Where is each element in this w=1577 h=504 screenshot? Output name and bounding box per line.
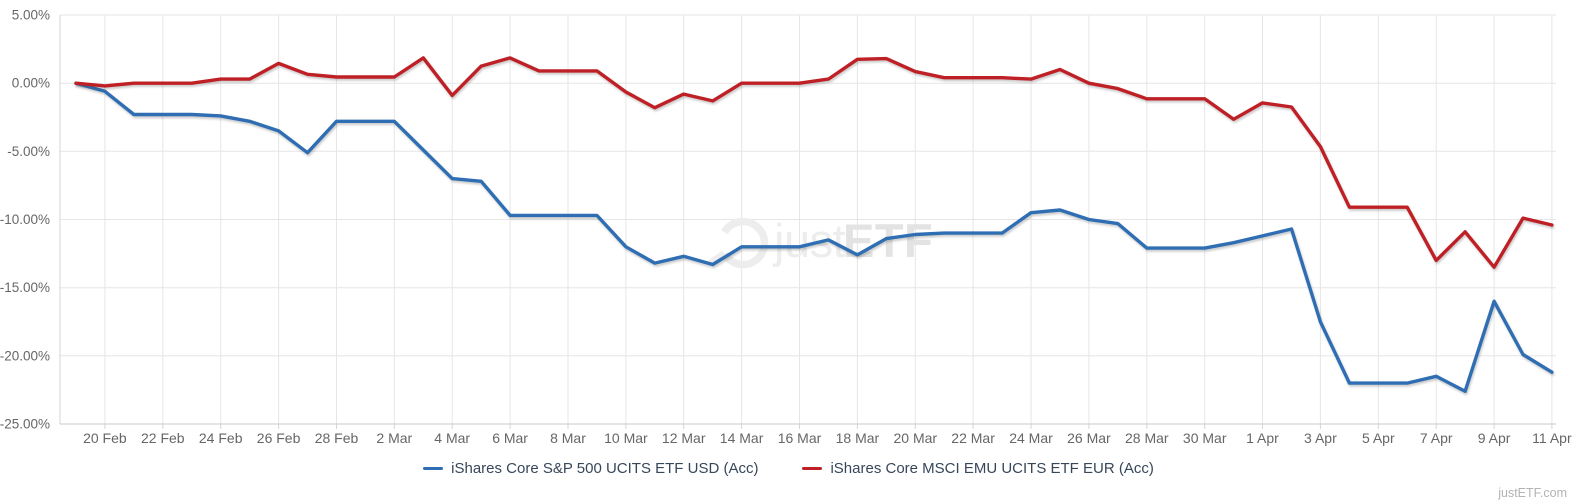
y-axis-label: -10.00%	[0, 212, 50, 227]
x-axis-label: 12 Mar	[662, 430, 706, 446]
chart-legend: iShares Core S&P 500 UCITS ETF USD (Acc)…	[0, 460, 1577, 477]
x-axis-label: 28 Mar	[1125, 430, 1169, 446]
legend-marker-sp500-icon	[423, 467, 444, 470]
x-axis-label: 5 Apr	[1362, 430, 1395, 446]
y-axis-label: 5.00%	[12, 8, 50, 23]
x-axis-label: 8 Mar	[550, 430, 586, 446]
x-axis-label: 26 Feb	[257, 430, 301, 446]
x-axis-label: 30 Mar	[1183, 430, 1227, 446]
legend-marker-emu-icon	[802, 467, 823, 470]
justetf-com-label: justETF.com	[1498, 486, 1567, 500]
y-axis-label: -20.00%	[0, 348, 50, 363]
x-axis-label: 4 Mar	[434, 430, 470, 446]
chart-axis-labels: 5.00% 0.00% -5.00% -10.00% -15.00% -20.00% -25…	[0, 8, 1572, 447]
chart-grid	[59, 14, 1556, 429]
series-line-emu[interactable]	[74, 56, 1554, 269]
x-axis-label: 6 Mar	[492, 430, 528, 446]
x-axis-label: 7 Apr	[1420, 430, 1453, 446]
x-axis-label: 16 Mar	[778, 430, 822, 446]
x-axis-label: 20 Feb	[83, 430, 127, 446]
legend-label-emu: iShares Core MSCI EMU UCITS ETF EUR (Acc…	[830, 460, 1154, 477]
x-axis-label: 28 Feb	[315, 430, 359, 446]
legend-item-emu[interactable]: iShares Core MSCI EMU UCITS ETF EUR (Acc…	[802, 460, 1154, 477]
chart-series	[74, 56, 1554, 393]
x-axis-label: 1 Apr	[1246, 430, 1279, 446]
x-axis-label: 18 Mar	[836, 430, 880, 446]
series-line-sp500[interactable]	[74, 81, 1554, 393]
legend-item-sp500[interactable]: iShares Core S&P 500 UCITS ETF USD (Acc)	[423, 460, 758, 477]
justetf-logo-icon	[721, 217, 769, 269]
y-axis-label: -15.00%	[0, 280, 50, 295]
watermark-text-etf: ETF	[843, 214, 933, 267]
x-axis-label: 26 Mar	[1067, 430, 1111, 446]
watermark-text-just: just	[772, 214, 846, 267]
justetf-watermark: justETF	[708, 214, 933, 269]
x-axis-label: 22 Mar	[951, 430, 995, 446]
x-axis-label: 14 Mar	[720, 430, 764, 446]
x-axis-label: 9 Apr	[1478, 430, 1511, 446]
x-axis-label: 22 Feb	[141, 430, 185, 446]
x-axis-label: 10 Mar	[604, 430, 648, 446]
x-axis-label: 2 Mar	[376, 430, 412, 446]
x-axis-label: 11 Apr	[1532, 430, 1572, 446]
x-axis-label: 3 Apr	[1304, 430, 1337, 446]
justetf-logo-tail	[708, 250, 727, 267]
y-axis-label: -25.00%	[0, 417, 50, 432]
y-axis-label: -5.00%	[7, 144, 50, 159]
legend-label-sp500: iShares Core S&P 500 UCITS ETF USD (Acc)	[451, 460, 759, 477]
y-axis-label: 0.00%	[12, 76, 50, 91]
x-axis-label: 24 Mar	[1009, 430, 1053, 446]
x-axis-label: 24 Feb	[199, 430, 243, 446]
x-axis-label: 20 Mar	[894, 430, 938, 446]
